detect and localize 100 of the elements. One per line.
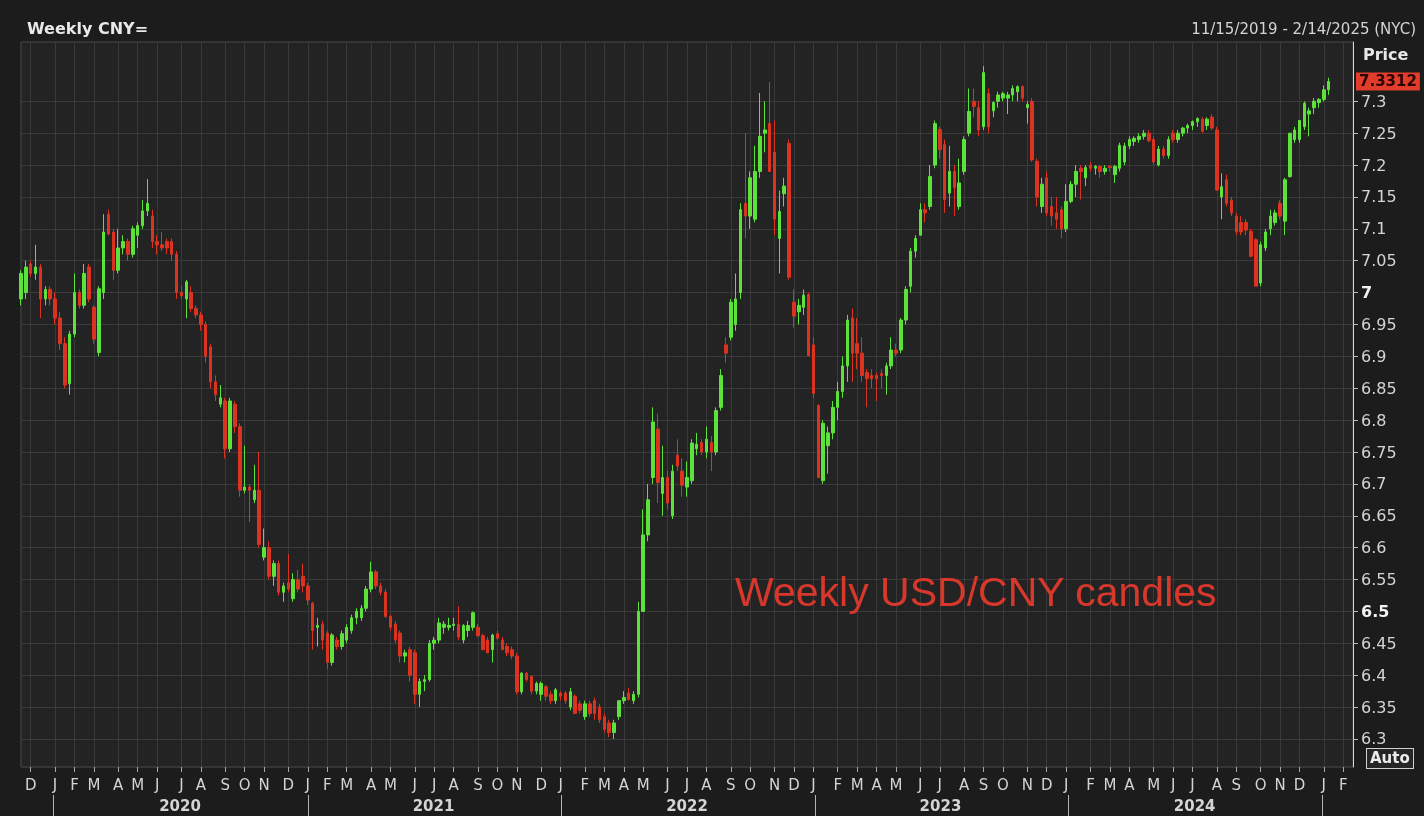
y-tick-label: 7 <box>1361 283 1373 303</box>
x-tick-label: D <box>24 775 37 794</box>
candlestick <box>316 617 319 647</box>
candlestick <box>1283 177 1287 236</box>
candlestick <box>403 649 407 663</box>
candlestick <box>39 263 42 319</box>
candlestick <box>710 435 713 472</box>
candlestick <box>1098 164 1102 179</box>
candlestick <box>992 100 995 118</box>
candlestick <box>705 426 708 459</box>
candlestick <box>1220 172 1223 220</box>
candlestick <box>962 135 966 176</box>
candlestick <box>335 636 339 651</box>
x-tick-label: A <box>448 775 460 794</box>
candlestick <box>1278 199 1282 220</box>
candlestick <box>1201 116 1204 134</box>
x-tick-label: J <box>1169 775 1176 794</box>
candlestick <box>933 119 937 169</box>
candlestick <box>92 304 96 345</box>
x2-tick-label: 2021 <box>412 796 455 815</box>
candlestick <box>355 607 358 625</box>
x-tick-label: N <box>768 775 781 794</box>
candlestick <box>267 540 271 581</box>
x-tick-label: M <box>597 775 611 794</box>
x-tick-label: J <box>153 775 160 794</box>
x-tick-label: N <box>1021 775 1033 794</box>
candlestick <box>180 285 183 300</box>
candlestick <box>248 483 251 523</box>
x-tick-label: J <box>304 775 311 794</box>
candlestick <box>1108 164 1112 172</box>
x-tick-label: A <box>365 775 377 794</box>
candlestick <box>583 700 587 721</box>
candlestick <box>82 263 86 310</box>
x-tick-label: O <box>1254 775 1267 794</box>
candlestick <box>923 202 927 223</box>
candlestick <box>627 687 630 702</box>
candlestick <box>982 65 985 131</box>
x-tick-label: O <box>491 775 504 794</box>
x-tick-label: F <box>322 775 332 794</box>
candlestick <box>1230 196 1233 217</box>
candlestick <box>1026 100 1029 125</box>
candlestick <box>282 582 285 603</box>
candlestick <box>423 674 426 692</box>
x-tick-label: M <box>889 775 903 794</box>
x-tick-label: J <box>1320 775 1327 794</box>
candlestick <box>632 690 635 705</box>
candlestick <box>253 464 256 504</box>
candlestick <box>680 457 684 498</box>
candlestick <box>418 677 421 708</box>
candlestick <box>1060 206 1063 239</box>
candlestick <box>1103 164 1107 176</box>
candlestick <box>107 209 110 236</box>
x-tick-label: J <box>430 775 437 794</box>
candlestick <box>1298 119 1301 144</box>
candlestick <box>326 630 329 670</box>
x-tick-label: N <box>511 775 523 794</box>
y-axis-title: Price <box>1363 44 1409 64</box>
candlestick <box>1016 84 1019 102</box>
candlestick <box>559 690 562 702</box>
y-tick-label: 6.85 <box>1361 378 1397 398</box>
candlestick <box>73 272 76 338</box>
x-tick-label: J <box>411 775 417 794</box>
x-tick-label: A <box>1124 775 1136 794</box>
candlestick <box>928 164 932 211</box>
candlestick <box>714 406 718 456</box>
candlestick <box>277 559 280 596</box>
candlestick <box>389 614 392 632</box>
candlestick <box>977 100 980 137</box>
candlestick <box>257 451 261 549</box>
x2-tick-label: 2023 <box>919 796 962 815</box>
x-tick-label: A <box>195 775 207 794</box>
candlestick <box>972 88 976 118</box>
candlestick <box>919 202 922 236</box>
x-tick-label: F <box>580 775 590 794</box>
candlestick <box>957 158 961 211</box>
candlestick <box>34 244 37 281</box>
candlestick <box>1055 196 1058 230</box>
candlestick <box>588 700 592 718</box>
candlestick <box>787 139 791 281</box>
candlestick <box>1171 129 1175 144</box>
chart-title: Weekly CNY= <box>27 18 149 38</box>
x-tick-label: M <box>340 775 354 794</box>
candlestick <box>1215 126 1219 192</box>
x-tick-label: F <box>1086 775 1095 794</box>
y-tick-label: 7.3 <box>1361 91 1387 111</box>
candlestick <box>272 559 276 587</box>
candlestick <box>914 234 917 259</box>
candlestick <box>457 605 460 641</box>
candlestick <box>778 190 781 274</box>
x-tick-label: J <box>664 775 670 794</box>
candlestick <box>782 177 786 208</box>
candlestick <box>228 397 232 453</box>
x-tick-label: A <box>113 775 125 794</box>
y-tick-label: 6.75 <box>1361 442 1397 462</box>
y-tick-label: 7.25 <box>1361 123 1397 143</box>
candlestick <box>350 614 353 635</box>
y-tick-label: 6.55 <box>1361 570 1397 590</box>
candlestick <box>880 368 883 389</box>
candlestick <box>539 681 543 702</box>
candlestick <box>214 374 217 402</box>
